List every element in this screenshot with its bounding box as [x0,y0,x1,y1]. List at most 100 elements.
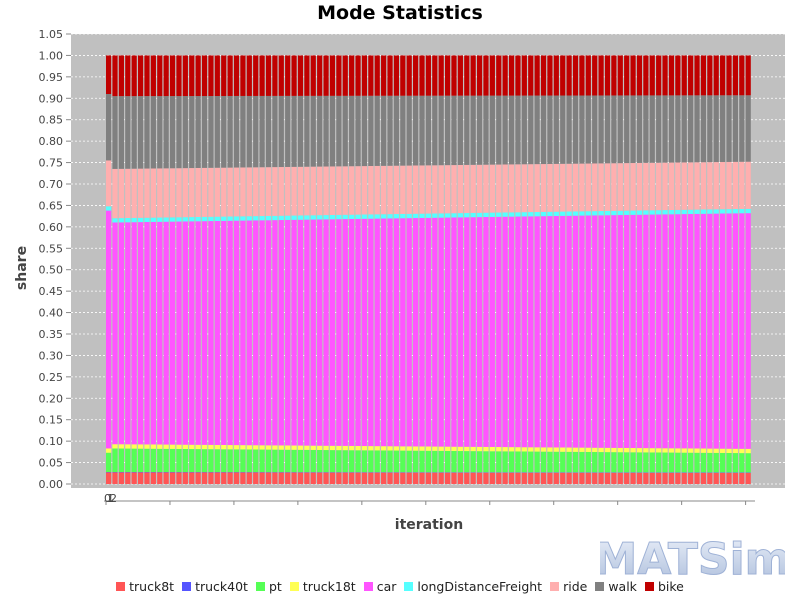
bar-segment-pt-iter-73 [572,451,579,473]
bar-segment-ride-iter-81 [624,163,630,211]
bar-segment-longDistanceFreight-iter-88 [668,209,675,215]
bar-segment-pt-iter-83 [636,452,643,473]
bar-segment-truck18t-iter-10 [169,444,176,449]
bar-segment-truck8t-iter-71 [560,472,566,484]
bar-segment-pt-iter-64 [515,451,521,473]
bar-segment-ride-iter-1 [112,168,118,219]
bar-segment-bike-iter-3 [125,55,131,97]
bar-segment-ride-iter-49 [419,165,425,214]
bar-segment-ride-iter-96 [720,162,726,210]
bar-segment-truck18t-iter-88 [668,448,675,453]
bar-segment-truck8t-iter-12 [182,472,188,484]
bar-segment-truck18t-iter-27 [278,445,284,450]
bar-segment-longDistanceFreight-iter-12 [182,217,188,222]
legend-label: walk [608,579,637,594]
bar-segment-car-iter-17 [214,220,220,445]
bar-segment-car-iter-57 [470,217,476,447]
bar-segment-walk-iter-89 [675,95,681,163]
bar-segment-truck8t-iter-6 [144,472,150,484]
bar-segment-longDistanceFreight-iter-61 [496,212,502,217]
bar-segment-ride-iter-31 [304,166,310,216]
bar-segment-truck18t-iter-47 [406,446,412,451]
bar-segment-truck8t-iter-91 [688,472,694,484]
bar-segment-truck8t-iter-28 [285,472,291,484]
bar-segment-longDistanceFreight-iter-99 [739,208,745,214]
bar-segment-ride-iter-19 [227,167,233,217]
bar-segment-pt-iter-82 [630,452,636,473]
bar-segment-truck8t-iter-10 [169,472,176,484]
bar-segment-truck18t-iter-66 [528,447,534,452]
legend-swatch [182,582,192,591]
bar-segment-pt-iter-70 [553,451,559,473]
bar-segment-walk-iter-75 [585,95,591,164]
bar-segment-pt-iter-15 [201,449,208,473]
bar-segment-car-iter-18 [221,220,227,445]
bar-segment-longDistanceFreight-iter-60 [489,212,495,217]
bar-segment-ride-iter-4 [131,168,137,218]
bar-segment-car-iter-66 [528,216,534,448]
bar-segment-truck18t-iter-12 [182,444,188,449]
bar-segment-bike-iter-63 [508,55,515,96]
stacked-bars [106,55,751,484]
bar-segment-bike-iter-47 [406,55,412,96]
bar-segment-car-iter-58 [476,217,483,447]
y-tick-label: 0.30 [39,349,64,362]
bar-segment-walk-iter-54 [451,95,457,166]
bar-segment-car-iter-45 [393,218,400,447]
bar-segment-walk-iter-56 [464,95,470,165]
bar-segment-ride-iter-86 [656,162,662,211]
bar-segment-walk-iter-29 [291,95,297,167]
bar-segment-car-iter-94 [707,213,713,449]
bar-segment-car-iter-99 [739,213,745,449]
bar-segment-ride-iter-34 [323,166,329,216]
legend-item-walk: walk [595,579,637,594]
bar-segment-bike-iter-30 [297,55,304,96]
bar-segment-truck18t-iter-60 [489,446,495,452]
bar-segment-truck8t-iter-37 [342,472,348,484]
bar-segment-bike-iter-38 [349,55,355,96]
bar-segment-ride-iter-84 [643,162,649,211]
bar-segment-ride-iter-43 [381,165,387,215]
bar-segment-longDistanceFreight-iter-70 [553,211,559,216]
bar-segment-car-iter-19 [227,220,233,446]
bar-segment-longDistanceFreight-iter-11 [176,217,182,222]
bar-segment-car-iter-32 [310,219,316,446]
bar-segment-walk-iter-13 [189,96,195,169]
bar-segment-car-iter-100 [745,213,751,449]
bar-segment-bike-iter-77 [598,55,604,96]
bar-segment-longDistanceFreight-iter-56 [464,213,470,218]
bar-segment-bike-iter-17 [214,55,220,96]
bar-segment-walk-iter-42 [374,95,380,166]
bar-segment-pt-iter-21 [240,449,246,473]
bar-segment-walk-iter-74 [579,95,585,164]
matsim-logo: MATSim [600,534,785,580]
bar-segment-ride-iter-26 [272,167,278,216]
bar-segment-walk-iter-35 [329,95,336,167]
bar-segment-car-iter-90 [681,214,687,449]
bar-segment-bike-iter-65 [521,55,527,96]
bar-segment-longDistanceFreight-iter-21 [240,216,246,221]
bar-segment-walk-iter-59 [483,95,489,165]
bar-segment-longDistanceFreight-iter-22 [246,216,252,221]
bar-segment-longDistanceFreight-iter-85 [649,210,655,215]
bar-segment-ride-iter-0 [106,160,112,207]
legend-label: pt [268,579,282,594]
bar-segment-bike-iter-9 [163,55,169,97]
bar-segment-longDistanceFreight-iter-32 [310,215,316,220]
bar-segment-truck8t-iter-92 [694,472,700,484]
bar-segment-truck8t-iter-98 [732,472,739,484]
bar-segment-truck18t-iter-87 [662,448,668,453]
y-tick-label: 0.15 [39,414,64,427]
bar-segment-truck18t-iter-23 [253,445,259,450]
bar-segment-truck8t-iter-20 [233,472,240,484]
y-tick-label: 0.75 [39,157,64,170]
y-tick-label: 0.90 [39,92,64,105]
bar-segment-ride-iter-24 [259,167,265,217]
bar-segment-bike-iter-73 [572,55,579,96]
bar-segment-pt-iter-92 [694,452,700,473]
bar-segment-bike-iter-100 [745,55,751,96]
legend-item-truck8t: truck8t [116,579,174,594]
bar-segment-walk-iter-55 [457,95,463,165]
bar-segment-longDistanceFreight-iter-17 [214,216,220,221]
bar-segment-bike-iter-92 [694,55,700,96]
